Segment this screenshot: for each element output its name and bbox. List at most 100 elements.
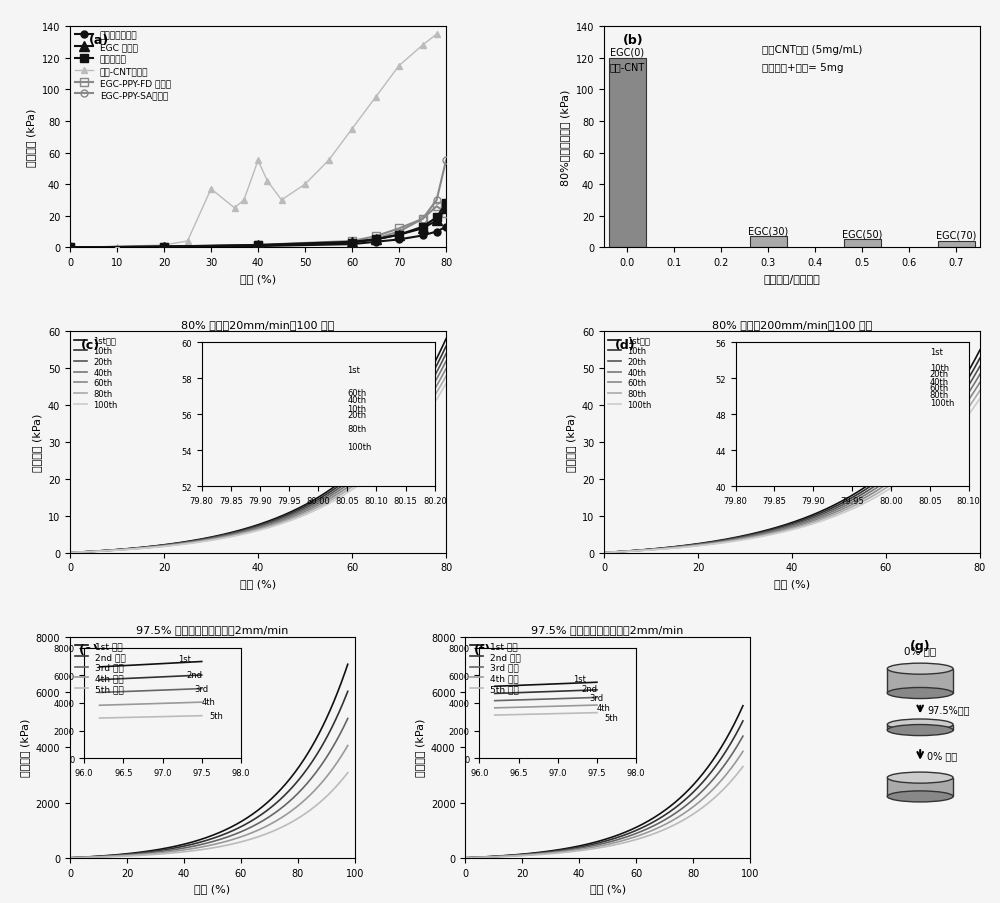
- 明胶水凝胶: [346, 237, 358, 248]
- 4th 循环: [64, 852, 76, 863]
- Ellipse shape: [887, 688, 953, 699]
- EGC-PPY-FD 水凝胶: [158, 242, 170, 253]
- 60th: [381, 449, 393, 460]
- 60th: [287, 512, 299, 523]
- 100th: [405, 431, 417, 442]
- 1st 循环: [624, 825, 636, 836]
- 40th: [828, 506, 840, 517]
- 4th 循环: [460, 852, 472, 863]
- EGC 水凝胶: [64, 243, 76, 254]
- Ellipse shape: [887, 725, 953, 736]
- EGC-PPY-FD 水凝胶: [417, 214, 429, 225]
- 3rd 循环: [234, 827, 246, 838]
- X-axis label: 应变 (%): 应变 (%): [590, 883, 626, 893]
- 明胶水凝胶: [252, 241, 264, 252]
- 2nd 循环: [65, 852, 77, 863]
- 100th: [828, 511, 840, 522]
- Line: 明胶水凝胶: 明胶水凝胶: [66, 200, 450, 252]
- EGC-PPY-SA水凝胶: [440, 156, 452, 167]
- 100th: [915, 461, 927, 471]
- Line: 3rd 循环: 3rd 循环: [465, 736, 743, 858]
- 3rd 循环: [459, 852, 471, 863]
- 1st循环: [405, 399, 417, 410]
- X-axis label: 应变 (%): 应变 (%): [774, 578, 810, 588]
- 1st 循环: [460, 852, 472, 863]
- 明胶水凝胶: [64, 243, 76, 254]
- 4th 循环: [228, 833, 240, 844]
- 5th 循环: [711, 790, 723, 801]
- 4th 循环: [629, 832, 641, 842]
- 20th: [822, 507, 834, 517]
- 20th: [599, 547, 611, 558]
- 3rd 循环: [737, 731, 749, 741]
- 5th 循环: [228, 838, 240, 849]
- 弹性蛋白水凝胶: [346, 239, 358, 250]
- 20th: [65, 547, 77, 558]
- Line: 80th: 80th: [70, 377, 446, 553]
- Line: 1st 循环: 1st 循环: [465, 706, 743, 858]
- 1st循环: [64, 547, 76, 558]
- 40th: [65, 547, 77, 558]
- 明胶水凝胶: [417, 222, 429, 233]
- 10th: [821, 506, 833, 517]
- 4th 循环: [711, 780, 723, 791]
- Line: 40th: 40th: [604, 375, 980, 553]
- Line: 100th: 100th: [70, 384, 446, 553]
- Ellipse shape: [887, 719, 953, 731]
- Title: 97.5% 应变，第二次运行，2mm/min: 97.5% 应变，第二次运行，2mm/min: [531, 625, 684, 635]
- Line: 1st 循环: 1st 循环: [70, 665, 348, 858]
- 明胶-CNT水凝胶: [417, 41, 429, 51]
- 1st 循环: [229, 820, 241, 831]
- 80th: [381, 452, 393, 463]
- 3rd 循环: [342, 713, 354, 724]
- Line: 60th: 60th: [604, 383, 980, 553]
- Legend: 1st 循环, 2nd 循环, 3rd 循环, 4th 循环, 5th 循环: 1st 循环, 2nd 循环, 3rd 循环, 4th 循环, 5th 循环: [71, 638, 130, 697]
- 明胶-CNT水凝胶: [299, 180, 311, 191]
- EGC 水凝胶: [431, 216, 443, 227]
- 10th: [974, 353, 986, 364]
- Legend: 弹性蛋白水凝胶, EGC 水凝胶, 明胶水凝胶, 明胶-CNT水凝胶, EGC-PPY-FD 水凝胶, EGC-PPY-SA水凝胶: 弹性蛋白水凝胶, EGC 水凝胶, 明胶水凝胶, 明胶-CNT水凝胶, EGC-…: [71, 28, 175, 104]
- 1st 循环: [711, 749, 723, 759]
- 5th 循环: [737, 761, 749, 772]
- 2nd 循环: [64, 852, 76, 863]
- 5th 循环: [460, 852, 472, 863]
- 10th: [822, 505, 834, 516]
- Y-axis label: 压缩应力 (kPa): 压缩应力 (kPa): [415, 718, 425, 777]
- 1st 循环: [65, 852, 77, 863]
- Text: 明胶-CNT: 明胶-CNT: [610, 61, 645, 71]
- EGC 水凝胶: [393, 230, 405, 241]
- Line: 明胶-CNT水凝胶: 明胶-CNT水凝胶: [67, 32, 440, 252]
- 80th: [294, 510, 306, 521]
- EGC-PPY-FD 水凝胶: [393, 224, 405, 235]
- 10th: [598, 547, 610, 558]
- 20th: [440, 349, 452, 359]
- Y-axis label: 80%应变下的应力 (kPa): 80%应变下的应力 (kPa): [560, 89, 570, 186]
- 5th 循环: [229, 838, 241, 849]
- 4th 循环: [693, 796, 705, 807]
- Text: (a): (a): [89, 33, 109, 47]
- 1st循环: [828, 500, 840, 511]
- 10th: [287, 507, 299, 518]
- 明胶水凝胶: [431, 212, 443, 223]
- 明胶-CNT水凝胶: [276, 195, 288, 206]
- 4th 循环: [234, 832, 246, 842]
- 1st循环: [440, 334, 452, 345]
- 40th: [440, 357, 452, 368]
- 80th: [598, 547, 610, 558]
- 4th 循环: [342, 740, 354, 751]
- 3rd 循环: [693, 788, 705, 799]
- 明胶-CNT水凝胶: [64, 243, 76, 254]
- X-axis label: 应变 (%): 应变 (%): [240, 578, 276, 588]
- 弹性蛋白水凝胶: [393, 235, 405, 246]
- 3rd 循环: [64, 852, 76, 863]
- Text: EGC(30): EGC(30): [748, 226, 789, 236]
- 10th: [440, 341, 452, 352]
- 明胶-CNT水凝胶: [158, 240, 170, 251]
- Text: 0% 应变: 0% 应变: [927, 750, 957, 760]
- 40th: [405, 414, 417, 425]
- 明胶-CNT水凝胶: [229, 203, 241, 214]
- 5th 循环: [298, 809, 310, 820]
- 80th: [440, 371, 452, 382]
- 1st循环: [598, 547, 610, 558]
- Text: (g): (g): [910, 639, 930, 652]
